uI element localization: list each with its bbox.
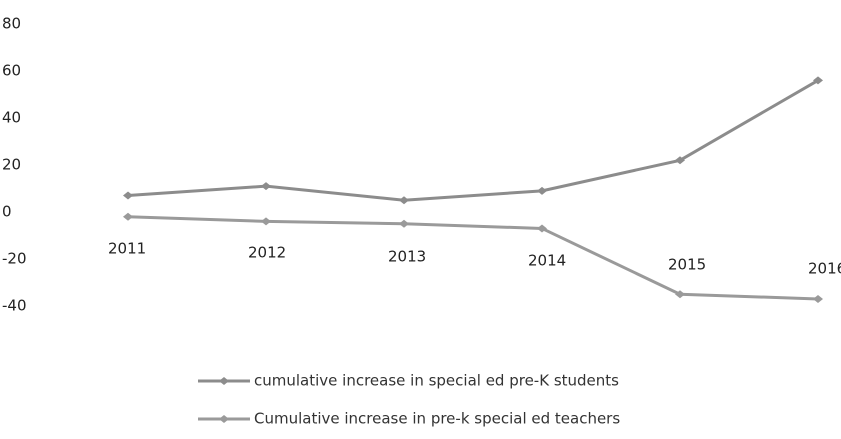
y-tick-label: 80: [2, 15, 21, 33]
point-marker: [675, 290, 685, 299]
y-tick-label: 60: [2, 62, 21, 80]
x-tick-label: 2016: [808, 260, 841, 278]
point-marker: [675, 156, 685, 165]
point-marker: [261, 217, 271, 226]
y-tick-label: -40: [2, 297, 27, 315]
x-tick-label: 2015: [668, 256, 706, 274]
y-tick-label: 40: [2, 109, 21, 127]
legend-marker: [219, 377, 229, 385]
x-tick-label: 2012: [248, 244, 286, 262]
series-line: [127, 79, 819, 202]
x-tick-label: 2013: [388, 248, 426, 266]
point-marker: [123, 191, 133, 200]
x-tick-label: 2011: [108, 240, 146, 258]
point-marker: [813, 76, 823, 85]
y-tick-label: -20: [2, 250, 27, 268]
point-marker: [537, 186, 547, 195]
point-marker: [813, 294, 823, 303]
point-marker: [399, 219, 409, 228]
legend-label: Cumulative increase in pre-k special ed …: [254, 410, 620, 428]
point-marker: [123, 212, 133, 221]
point-marker: [537, 224, 547, 233]
series-line: [127, 215, 819, 301]
point-marker: [399, 196, 409, 205]
y-tick-label: 20: [2, 156, 21, 174]
point-marker: [261, 182, 271, 191]
y-tick-label: 0: [2, 203, 12, 221]
legend-label: cumulative increase in special ed pre-K …: [254, 372, 619, 390]
x-tick-label: 2014: [528, 252, 566, 270]
legend-marker: [219, 415, 229, 423]
